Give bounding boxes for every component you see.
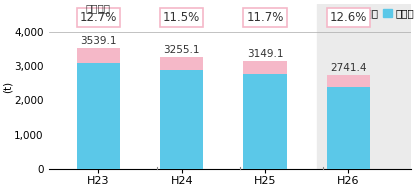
Bar xyxy=(160,70,203,169)
Text: 11.5%: 11.5% xyxy=(163,11,200,24)
Bar xyxy=(327,75,370,87)
Text: 3539.1: 3539.1 xyxy=(80,36,117,46)
Text: 2741.4: 2741.4 xyxy=(330,63,367,73)
Bar xyxy=(243,74,287,169)
Text: 資源化率: 資源化率 xyxy=(86,3,111,13)
Text: 12.7%: 12.7% xyxy=(80,11,117,24)
Bar xyxy=(327,87,370,169)
Bar xyxy=(77,63,120,169)
Bar xyxy=(317,4,411,169)
Text: 11.7%: 11.7% xyxy=(246,11,284,24)
Bar xyxy=(243,61,287,74)
Text: 3255.1: 3255.1 xyxy=(163,45,200,55)
Bar xyxy=(160,57,203,70)
Legend: 資源化量, 廃棄量: 資源化量, 廃棄量 xyxy=(337,4,418,22)
Bar xyxy=(77,47,120,63)
Y-axis label: (t): (t) xyxy=(3,81,13,93)
Text: 12.6%: 12.6% xyxy=(330,11,367,24)
Text: 3149.1: 3149.1 xyxy=(247,49,283,59)
